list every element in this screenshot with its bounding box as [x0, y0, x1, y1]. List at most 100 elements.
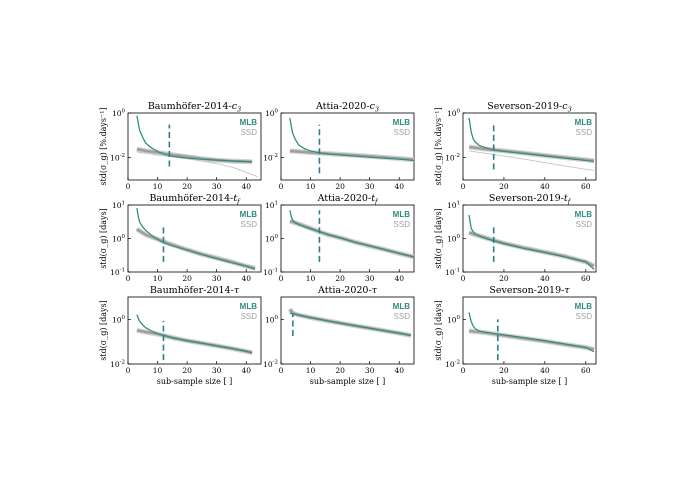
- legend-entry-mlb: MLB: [393, 118, 411, 127]
- x-tick-label: 40: [394, 182, 404, 191]
- x-axis-label: sub-sample size [ ]: [492, 377, 567, 386]
- subplot-title: Attia-2020-τ: [317, 285, 378, 296]
- x-tick-label: 10: [306, 366, 316, 375]
- x-tick-label: 30: [212, 274, 222, 283]
- x-tick-label: 0: [461, 366, 466, 375]
- y-tick-label: 100: [265, 234, 279, 244]
- subplot-title: Baumhöfer-2014-τ: [150, 285, 240, 296]
- series-line-ssd-single: [469, 150, 595, 171]
- y-tick-label: 100: [265, 109, 279, 119]
- series-line-mlb: [468, 117, 595, 162]
- x-tick-label: 40: [540, 366, 550, 375]
- subplot-title: Severson-2019-τ: [489, 285, 570, 296]
- axes-frame: [462, 112, 597, 181]
- x-tick-label: 30: [212, 366, 222, 375]
- x-tick-label: 20: [499, 366, 509, 375]
- series-line-ssd-single: [136, 151, 259, 178]
- y-axis-label: std(σ_g) [%.days⁻¹]: [99, 107, 108, 185]
- axes-frame: [462, 296, 597, 365]
- legend-entry-ssd: SSD: [576, 220, 593, 229]
- series-line-mlb: [468, 312, 595, 353]
- legend-entry-mlb: MLB: [240, 210, 258, 219]
- x-tick-label: 0: [126, 366, 131, 375]
- series-line-mlb: [289, 312, 412, 336]
- subplot-title: Severson-2019-c3: [487, 101, 571, 114]
- x-tick-label: 60: [581, 366, 591, 375]
- y-axis-label: std(σ_g) [days]: [99, 208, 108, 269]
- legend-entry-ssd: SSD: [394, 312, 411, 321]
- x-tick-label: 40: [241, 274, 251, 283]
- x-tick-label: 10: [306, 274, 316, 283]
- x-tick-label: 30: [365, 366, 375, 375]
- x-tick-label: 10: [306, 182, 316, 191]
- x-axis-label: sub-sample size [ ]: [157, 377, 232, 386]
- legend-entry-mlb: MLB: [240, 302, 258, 311]
- legend-entry-ssd: SSD: [576, 312, 593, 321]
- axes-frame: [280, 296, 415, 365]
- x-tick-label: 60: [581, 182, 591, 191]
- x-tick-label: 30: [212, 182, 222, 191]
- x-tick-label: 0: [279, 182, 284, 191]
- y-tick-label: 100: [447, 234, 461, 244]
- legend-entry-mlb: MLB: [575, 302, 593, 311]
- axes-frame: [127, 112, 262, 181]
- y-tick-label: 10-2: [263, 360, 278, 370]
- y-tick-label: 10-2: [445, 360, 460, 370]
- x-tick-label: 40: [540, 274, 550, 283]
- y-axis-label: std(σ_g) [days]: [434, 300, 443, 361]
- x-axis-label: sub-sample size [ ]: [310, 377, 385, 386]
- y-tick-label: 100: [112, 109, 126, 119]
- subplot-title: Baumhöfer-2014-tf: [149, 193, 241, 206]
- axes-frame: [280, 112, 415, 181]
- y-axis-label: std(σ_g) [days]: [99, 300, 108, 361]
- legend-entry-mlb: MLB: [575, 118, 593, 127]
- x-tick-label: 20: [335, 274, 345, 283]
- y-tick-label: 101: [265, 201, 278, 211]
- subplot-title: Baumhöfer-2014-c3: [148, 101, 241, 114]
- legend-entry-mlb: MLB: [240, 118, 258, 127]
- x-tick-label: 30: [365, 182, 375, 191]
- series-line-ssd: [289, 149, 414, 162]
- x-tick-label: 20: [182, 366, 192, 375]
- series-line-mlb: [136, 115, 253, 163]
- x-tick-label: 0: [126, 274, 131, 283]
- x-tick-label: 20: [335, 182, 345, 191]
- y-tick-label: 10-2: [110, 153, 125, 163]
- y-axis-label: std(σ_g) [%.days⁻¹]: [434, 107, 443, 185]
- subplot-title: Attia-2020-tf: [317, 193, 379, 206]
- y-tick-label: 10-1: [110, 268, 125, 278]
- x-tick-label: 0: [461, 182, 466, 191]
- y-tick-label: 10-1: [263, 268, 278, 278]
- x-tick-label: 40: [241, 366, 251, 375]
- y-tick-label: 100: [447, 315, 461, 325]
- legend-entry-ssd: SSD: [394, 220, 411, 229]
- legend-entry-mlb: MLB: [393, 210, 411, 219]
- x-tick-label: 0: [461, 274, 466, 283]
- axes-frame: [127, 296, 262, 365]
- y-tick-label: 10-2: [110, 360, 125, 370]
- y-tick-label: 101: [447, 201, 460, 211]
- y-tick-label: 10-1: [445, 268, 460, 278]
- series-line-ssd: [468, 329, 595, 351]
- x-tick-label: 40: [394, 274, 404, 283]
- x-tick-label: 20: [499, 182, 509, 191]
- legend-entry-ssd: SSD: [394, 128, 411, 137]
- legend-entry-ssd: SSD: [241, 220, 258, 229]
- y-tick-label: 100: [112, 234, 126, 244]
- x-tick-label: 60: [581, 274, 591, 283]
- x-tick-label: 10: [153, 182, 163, 191]
- legend-entry-mlb: MLB: [575, 210, 593, 219]
- x-tick-label: 10: [153, 274, 163, 283]
- y-tick-label: 10-2: [445, 153, 460, 163]
- legend-entry-ssd: SSD: [241, 312, 258, 321]
